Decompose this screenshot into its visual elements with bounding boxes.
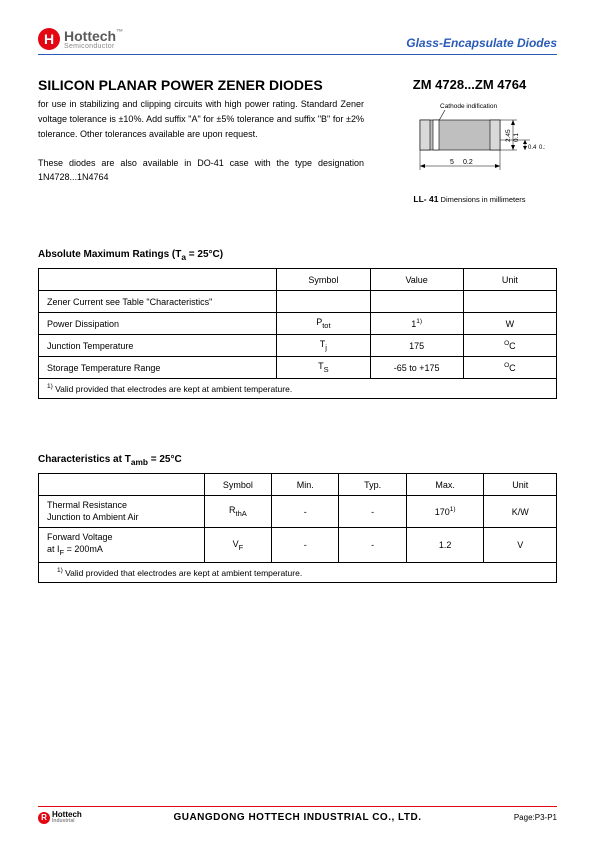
table-row: Thermal Resistance Junction to Ambient A… <box>39 496 557 528</box>
svg-text:0.1: 0.1 <box>513 133 520 142</box>
footer-logo-icon: R <box>38 812 50 824</box>
logo-text: Hottech™ Semiconductor <box>64 29 123 50</box>
symbol-cell: TS <box>277 357 370 379</box>
value-cell: 175 <box>370 335 463 357</box>
value-cell: 11) <box>370 313 463 335</box>
svg-text:5: 5 <box>450 159 454 166</box>
header-rule <box>38 54 557 55</box>
unit-cell: OC <box>463 357 556 379</box>
brand-name: Hottech <box>64 28 116 44</box>
page-title: SILICON PLANAR POWER ZENER DIODES <box>38 77 364 93</box>
max-cell: 1701) <box>406 496 484 528</box>
symbol-cell: RthA <box>204 496 271 528</box>
col-min: Min. <box>272 474 339 496</box>
symbol-cell: Tj <box>277 335 370 357</box>
param-cell: Forward Voltage at IF = 200mA <box>39 528 205 562</box>
intro-text-column: SILICON PLANAR POWER ZENER DIODES for us… <box>38 77 364 204</box>
param-cell: Power Dissipation <box>39 313 277 335</box>
page-footer: R Hottech Industrial GUANGDONG HOTTECH I… <box>0 806 595 824</box>
characteristics-section: Characteristics at Tamb = 25°C Symbol Mi… <box>38 454 557 583</box>
value-cell <box>370 291 463 313</box>
table-row: Storage Temperature Range TS -65 to +175… <box>39 357 557 379</box>
characteristics-heading: Characteristics at Tamb = 25°C <box>38 454 557 467</box>
param-cell: Zener Current see Table "Characteristics… <box>39 291 277 313</box>
package-code: LL- 41 <box>413 194 438 204</box>
symbol-cell <box>277 291 370 313</box>
table-header-row: Symbol Value Unit <box>39 269 557 291</box>
footer-company: GUANGDONG HOTTECH INDUSTRIAL CO., LTD. <box>173 812 421 823</box>
unit-cell: V <box>484 528 557 562</box>
svg-text:0.1: 0.1 <box>539 145 545 151</box>
footer-page-number: Page:P3-P1 <box>497 813 557 822</box>
col-unit: Unit <box>484 474 557 496</box>
svg-text:0.4: 0.4 <box>528 145 537 151</box>
table-header-row: Symbol Min. Typ. Max. Unit <box>39 474 557 496</box>
param-cell: Thermal Resistance Junction to Ambient A… <box>39 496 205 528</box>
table-row: Junction Temperature Tj 175 OC <box>39 335 557 357</box>
logo-icon: H <box>38 28 60 50</box>
package-column: ZM 4728...ZM 4764 Cathode indification <box>382 77 557 204</box>
col-typ: Typ. <box>339 474 406 496</box>
param-cell: Storage Temperature Range <box>39 357 277 379</box>
intro-section: SILICON PLANAR POWER ZENER DIODES for us… <box>38 77 557 204</box>
intro-paragraph-1: for use in stabilizing and clipping circ… <box>38 97 364 142</box>
typ-cell: - <box>339 528 406 562</box>
table-footnote-row: 1) Valid provided that electrodes are ke… <box>39 562 557 582</box>
abs-max-heading: Absolute Maximum Ratings (Ta = 25°C) <box>38 249 557 262</box>
table-row: Power Dissipation Ptot 11) W <box>39 313 557 335</box>
package-caption-text: Dimensions in millimeters <box>438 195 525 204</box>
footer-logo: R Hottech Industrial <box>38 811 98 824</box>
unit-cell: W <box>463 313 556 335</box>
table-row: Zener Current see Table "Characteristics… <box>39 291 557 313</box>
header: H Hottech™ Semiconductor Glass-Encapsula… <box>38 28 557 50</box>
doc-category: Glass-Encapsulate Diodes <box>406 36 557 50</box>
table-row: Forward Voltage at IF = 200mA VF - - 1.2… <box>39 528 557 562</box>
intro-paragraph-2: These diodes are also available in DO-41… <box>38 156 364 186</box>
brand-subtitle: Semiconductor <box>64 43 123 50</box>
col-value: Value <box>370 269 463 291</box>
col-symbol: Symbol <box>204 474 271 496</box>
col-unit: Unit <box>463 269 556 291</box>
characteristics-table: Symbol Min. Typ. Max. Unit Thermal Resis… <box>38 473 557 583</box>
trademark: ™ <box>116 29 123 36</box>
svg-text:0.2: 0.2 <box>463 159 473 166</box>
symbol-cell: Ptot <box>277 313 370 335</box>
col-max: Max. <box>406 474 484 496</box>
unit-cell: OC <box>463 335 556 357</box>
col-symbol: Symbol <box>277 269 370 291</box>
max-cell: 1.2 <box>406 528 484 562</box>
abs-max-ratings-section: Absolute Maximum Ratings (Ta = 25°C) Sym… <box>38 249 557 399</box>
package-drawing: Cathode indification 5 0.2 <box>395 100 545 190</box>
package-caption: LL- 41 Dimensions in millimeters <box>382 194 557 204</box>
typ-cell: - <box>339 496 406 528</box>
unit-cell <box>463 291 556 313</box>
part-number-range: ZM 4728...ZM 4764 <box>382 77 557 92</box>
footer-logo-text: Hottech Industrial <box>52 811 82 824</box>
footer-rule <box>38 806 557 807</box>
symbol-cell: VF <box>204 528 271 562</box>
min-cell: - <box>272 496 339 528</box>
table-footnote: 1) Valid provided that electrodes are ke… <box>39 562 557 582</box>
brand-logo: H Hottech™ Semiconductor <box>38 28 123 50</box>
table-footnote: 1) Valid provided that electrodes are ke… <box>39 379 557 399</box>
table-footnote-row: 1) Valid provided that electrodes are ke… <box>39 379 557 399</box>
param-cell: Junction Temperature <box>39 335 277 357</box>
abs-max-table: Symbol Value Unit Zener Current see Tabl… <box>38 268 557 399</box>
unit-cell: K/W <box>484 496 557 528</box>
cathode-label: Cathode indification <box>440 103 497 110</box>
value-cell: -65 to +175 <box>370 357 463 379</box>
min-cell: - <box>272 528 339 562</box>
